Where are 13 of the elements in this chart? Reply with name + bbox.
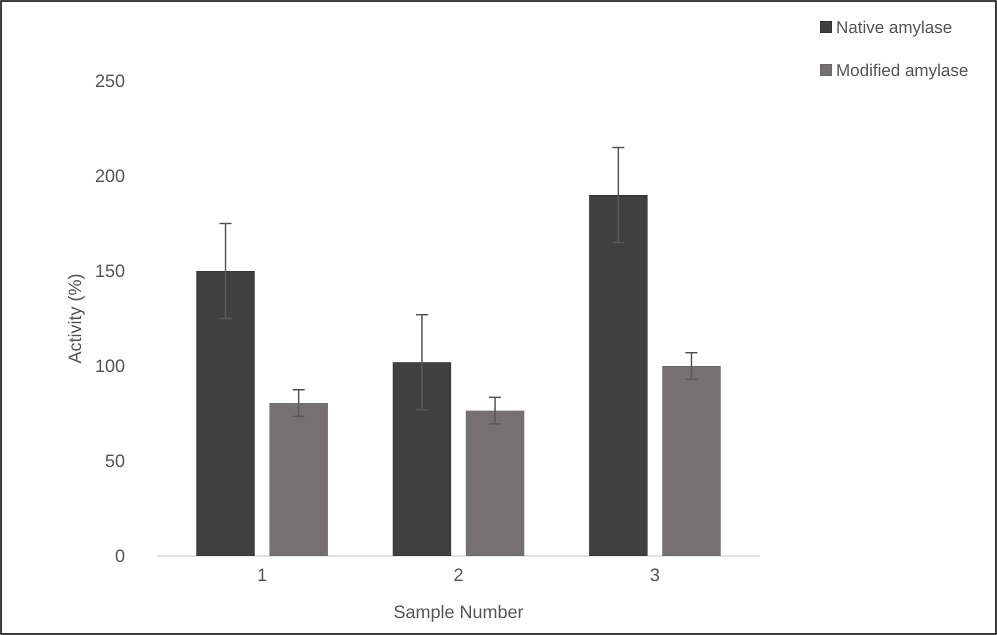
y-tick-label: 100 bbox=[94, 356, 125, 376]
legend-label: Modified amylase bbox=[836, 61, 968, 80]
y-tick-label: 0 bbox=[114, 546, 125, 566]
y-tick-label: 150 bbox=[94, 260, 125, 281]
y-tick-label: 200 bbox=[94, 166, 125, 186]
x-axis-title: Sample Number bbox=[393, 602, 524, 622]
y-tick-label: 50 bbox=[104, 450, 125, 471]
x-tick-label: 2 bbox=[453, 564, 464, 585]
legend-label: Native amylase bbox=[836, 18, 952, 37]
y-tick-label: 250 bbox=[94, 70, 125, 91]
x-tick-label: 1 bbox=[257, 564, 268, 585]
y-axis-title: Activity (%) bbox=[65, 274, 85, 364]
x-tick-label: 3 bbox=[650, 564, 660, 585]
